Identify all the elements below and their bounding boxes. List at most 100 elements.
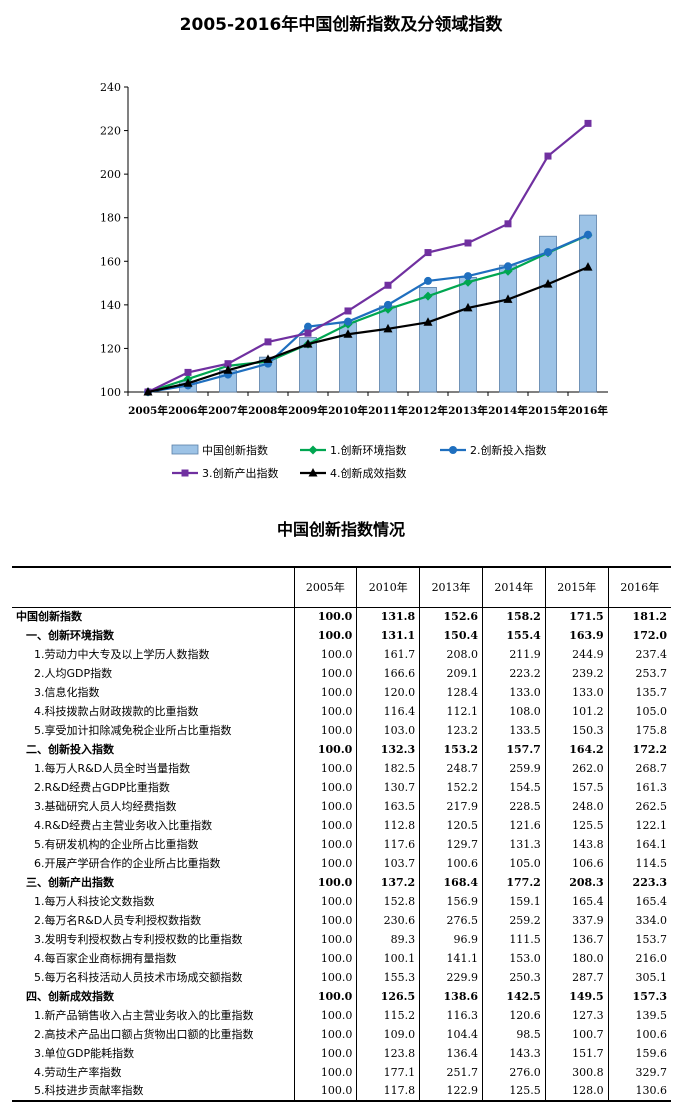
row-value: 103.0 xyxy=(356,721,420,740)
chart-title: 2005-2016年中国创新指数及分领域指数 xyxy=(179,15,503,35)
table-title: 中国创新指数情况 xyxy=(276,520,405,539)
row-name: 一、创新环境指数 xyxy=(26,628,114,642)
row-name: 3.单位GDP能耗指数 xyxy=(34,1046,135,1060)
row-value: 116.4 xyxy=(356,702,420,721)
series-point-2 xyxy=(544,248,552,257)
row-value: 98.5 xyxy=(481,1025,546,1044)
y-tick-label: 240 xyxy=(100,81,121,94)
row-value: 161.3 xyxy=(607,778,671,797)
row-value: 100.0 xyxy=(293,778,357,797)
x-tick-label: 2010年 xyxy=(328,404,368,417)
row-value: 262.5 xyxy=(607,797,671,816)
row-value: 112.1 xyxy=(419,702,483,721)
series-point-3 xyxy=(184,368,192,376)
row-value: 154.5 xyxy=(481,778,546,797)
row-value: 100.0 xyxy=(293,835,357,854)
row-value: 100.6 xyxy=(607,1025,671,1044)
row-value: 159.6 xyxy=(607,1044,671,1063)
series-point-2 xyxy=(424,276,432,285)
row-value: 100.0 xyxy=(293,816,357,835)
row-value: 175.8 xyxy=(607,721,671,740)
table-row: 2.高技术产品出口额占货物出口额的比重指数 100.0 109.0 104.4 98.5… xyxy=(12,1025,671,1044)
row-value: 131.1 xyxy=(356,626,420,645)
legend-swatch xyxy=(171,444,199,455)
bar xyxy=(379,305,397,393)
row-name: 1.劳动力中大专及以上学历人数指数 xyxy=(34,647,210,661)
row-value: 259.9 xyxy=(481,759,546,778)
row-value: 109.0 xyxy=(356,1025,420,1044)
row-value: 158.2 xyxy=(481,607,546,626)
row-value: 104.4 xyxy=(419,1025,483,1044)
series-point-3 xyxy=(384,281,392,289)
row-value: 139.5 xyxy=(607,1006,671,1025)
row-name: 2.每万名R&D人员专利授权数指数 xyxy=(34,913,202,927)
x-tick-label: 2015年 xyxy=(528,404,568,417)
row-value: 329.7 xyxy=(607,1063,671,1082)
row-value: 129.7 xyxy=(419,835,483,854)
bar xyxy=(459,277,477,393)
legend-label: 中国创新指数 xyxy=(202,443,268,457)
series-point-3 xyxy=(584,119,592,127)
row-value: 100.0 xyxy=(293,854,357,873)
row-value: 112.8 xyxy=(356,816,420,835)
row-value: 100.0 xyxy=(293,930,357,949)
row-value: 177.1 xyxy=(356,1063,420,1082)
row-value: 103.7 xyxy=(356,854,420,873)
row-value: 228.5 xyxy=(481,797,546,816)
row-value: 117.8 xyxy=(356,1082,420,1101)
row-name: 中国创新指数 xyxy=(16,609,82,623)
row-value: 114.5 xyxy=(607,854,671,873)
row-value: 100.0 xyxy=(293,949,357,968)
row-value: 100.0 xyxy=(293,987,357,1006)
row-value: 163.5 xyxy=(356,797,420,816)
row-value: 223.2 xyxy=(481,664,546,683)
header-year: 2005年 xyxy=(293,567,357,608)
row-value: 137.2 xyxy=(356,873,420,892)
series-line-4 xyxy=(147,266,589,394)
row-value: 133.0 xyxy=(481,683,546,702)
row-value: 123.2 xyxy=(419,721,483,740)
bar xyxy=(499,264,517,393)
row-value: 128.4 xyxy=(419,683,483,702)
row-name: 三、创新产出指数 xyxy=(26,875,114,889)
row-value: 157.7 xyxy=(481,740,546,759)
row-value: 165.4 xyxy=(544,892,609,911)
row-value: 127.3 xyxy=(544,1006,609,1025)
y-tick-label: 200 xyxy=(100,168,121,181)
table-row: 6.开展产学研合作的企业所占比重指数 100.0 103.7 100.6 105.0 10… xyxy=(12,854,671,873)
row-value: 168.4 xyxy=(419,873,483,892)
row-value: 105.0 xyxy=(607,702,671,721)
x-tick-label: 2009年 xyxy=(288,404,328,417)
series-point-4 xyxy=(383,323,393,333)
row-value: 153.7 xyxy=(607,930,671,949)
series-point-4 xyxy=(223,365,233,374)
row-value: 164.1 xyxy=(607,835,671,854)
row-value: 143.3 xyxy=(481,1044,546,1063)
table-row: 1.劳动力中大专及以上学历人数指数 100.0 161.7 208.0 211.9 244… xyxy=(12,645,671,664)
legend-marker xyxy=(308,445,318,455)
row-value: 251.7 xyxy=(419,1063,483,1082)
row-value: 276.5 xyxy=(419,911,483,930)
row-value: 177.2 xyxy=(481,873,546,892)
row-value: 100.0 xyxy=(293,721,357,740)
table-row: 3.发明专利授权数占专利授权数的比重指数 100.0 89.3 96.9 111.5 13… xyxy=(12,930,671,949)
table-row: 三、创新产出指数 100.0 137.2 168.4 177.2 208.3 223.3 xyxy=(12,873,671,892)
series-point-2 xyxy=(384,300,392,309)
row-value: 100.0 xyxy=(293,645,357,664)
table-row: 3.基础研究人员人均经费指数 100.0 163.5 217.9 228.5 248.0 2… xyxy=(12,797,671,816)
row-value: 125.5 xyxy=(481,1082,546,1101)
series-point-2 xyxy=(344,317,352,326)
row-value: 128.0 xyxy=(544,1082,609,1101)
row-value: 117.6 xyxy=(356,835,420,854)
row-value: 135.7 xyxy=(607,683,671,702)
row-value: 101.2 xyxy=(544,702,609,721)
index-table-container: 2005年 2010年 2013年 2014年 2015年 2016年 中国创新指数 100… xyxy=(12,566,671,1102)
row-value: 229.9 xyxy=(419,968,483,987)
table-row: 5.每万名科技活动人员技术市场成交额指数 100.0 155.3 229.9 250.3… xyxy=(12,968,671,987)
series-point-3 xyxy=(464,239,472,247)
row-value: 131.8 xyxy=(356,607,420,626)
row-value: 268.7 xyxy=(607,759,671,778)
row-value: 217.9 xyxy=(419,797,483,816)
row-value: 259.2 xyxy=(481,911,546,930)
row-value: 120.5 xyxy=(419,816,483,835)
